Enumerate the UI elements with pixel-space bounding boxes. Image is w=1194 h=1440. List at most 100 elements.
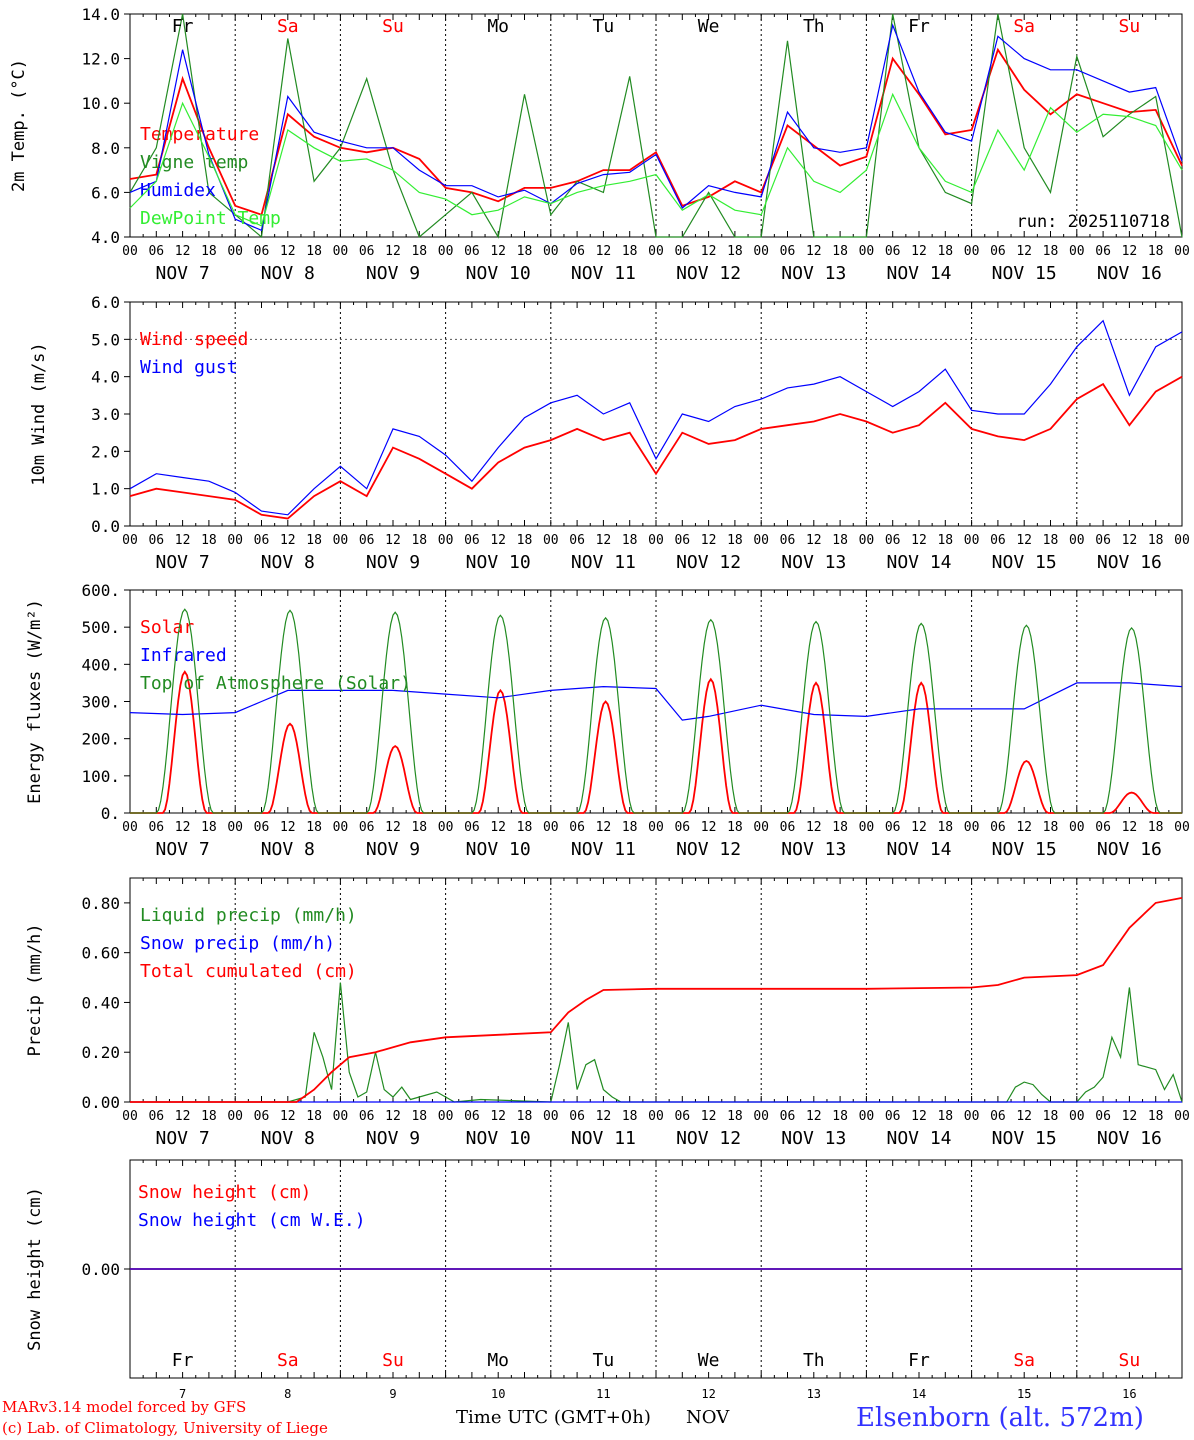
hour-tick-label: 06 — [674, 1109, 690, 1124]
hour-tick-label: 18 — [306, 820, 322, 835]
hour-tick-label: 18 — [727, 244, 743, 259]
series-line-vigne-temp — [129, 13, 1183, 239]
hour-tick-label: 00 — [122, 244, 138, 259]
date-label: NOV 13 — [781, 1128, 846, 1149]
hour-tick-label: 12 — [701, 244, 717, 259]
hour-tick-label: 12 — [911, 533, 927, 548]
hour-tick-label: 12 — [1016, 1109, 1032, 1124]
date-label: NOV 11 — [571, 839, 636, 860]
hour-tick-label: 06 — [990, 244, 1006, 259]
hour-tick-label: 18 — [1148, 533, 1164, 548]
legend-total-cumulated-cm-: Total cumulated (cm) — [140, 961, 357, 982]
weekday-label-top: Sa — [277, 16, 299, 37]
date-label: NOV 14 — [886, 552, 951, 573]
hour-tick-label: 00 — [648, 1109, 664, 1124]
series-line-humidex — [129, 23, 1183, 232]
hour-tick-label: 00 — [227, 1109, 243, 1124]
hour-tick-label: 06 — [148, 820, 164, 835]
legend-snow-height-cm-w-e-: Snow height (cm W.E.) — [138, 1210, 366, 1231]
y-tick-label: 2.0 — [91, 442, 120, 461]
y-tick-label: 5.0 — [91, 330, 120, 349]
hour-tick-label: 18 — [832, 1109, 848, 1124]
hour-tick-label: 12 — [175, 820, 191, 835]
hour-tick-label: 06 — [148, 244, 164, 259]
hour-tick-label: 12 — [385, 820, 401, 835]
hour-tick-label: 18 — [1043, 820, 1059, 835]
y-tick-label: 3.0 — [91, 405, 120, 424]
hour-tick-label: 12 — [806, 1109, 822, 1124]
weekday-label-top: Sa — [1013, 16, 1035, 37]
hour-tick-label: 12 — [701, 820, 717, 835]
hour-tick-label: 00 — [648, 820, 664, 835]
hour-tick-label: 06 — [885, 820, 901, 835]
hour-tick-label: 12 — [385, 533, 401, 548]
hour-tick-label: 12 — [911, 820, 927, 835]
date-label: NOV 8 — [261, 263, 315, 284]
hour-tick-label: 06 — [674, 820, 690, 835]
series-line-total-cumulated-cm- — [130, 897, 1183, 1103]
y-axis-label: 10m Wind (m/s) — [29, 342, 49, 485]
day-number-label: 9 — [389, 1387, 396, 1401]
series-line-infrared — [129, 682, 1183, 721]
hour-tick-label: 12 — [596, 820, 612, 835]
hour-tick-label: 18 — [411, 244, 427, 259]
hour-tick-label: 06 — [148, 533, 164, 548]
date-label: NOV 10 — [466, 839, 531, 860]
hour-tick-label: 06 — [1095, 1109, 1111, 1124]
hour-tick-label: 00 — [753, 1109, 769, 1124]
hour-tick-label: 06 — [990, 533, 1006, 548]
hour-tick-label: 06 — [569, 820, 585, 835]
lab-credit: (c) Lab. of Climatology, University of L… — [2, 1419, 328, 1437]
date-label: NOV 16 — [1097, 839, 1162, 860]
hour-tick-label: 06 — [359, 533, 375, 548]
hour-tick-label: 00 — [1069, 244, 1085, 259]
series-line-liquid-precip-mm-h- — [130, 982, 1183, 1103]
hour-tick-label: 00 — [1174, 244, 1190, 259]
hour-tick-label: 12 — [1016, 244, 1032, 259]
hour-tick-label: 00 — [333, 533, 349, 548]
hour-tick-label: 00 — [964, 244, 980, 259]
hour-tick-label: 12 — [806, 244, 822, 259]
hour-tick-label: 12 — [1016, 820, 1032, 835]
legend-humidex: Humidex — [140, 180, 216, 201]
hour-tick-label: 18 — [937, 244, 953, 259]
hour-tick-label: 00 — [227, 533, 243, 548]
weekday-label-top: Tu — [593, 16, 615, 37]
hour-tick-label: 00 — [964, 1109, 980, 1124]
date-label: NOV 8 — [261, 1128, 315, 1149]
date-label: NOV 15 — [992, 1128, 1057, 1149]
hour-tick-label: 18 — [727, 1109, 743, 1124]
hour-tick-label: 06 — [780, 533, 796, 548]
y-tick-label: 6.0 — [91, 293, 120, 312]
legend-vigne-temp: Vigne temp — [140, 152, 248, 173]
hour-tick-label: 06 — [464, 533, 480, 548]
hour-tick-label: 00 — [753, 244, 769, 259]
hour-tick-label: 06 — [990, 1109, 1006, 1124]
weekday-label-bottom: Mo — [487, 1350, 509, 1371]
hour-tick-label: 12 — [596, 244, 612, 259]
legend-snow-precip-mm-h-: Snow precip (mm/h) — [140, 933, 335, 954]
legend-snow-height-cm-: Snow height (cm) — [138, 1182, 311, 1203]
weekday-label-bottom: Fr — [172, 1350, 194, 1371]
date-label: NOV 12 — [676, 552, 741, 573]
day-number-label: 15 — [1017, 1387, 1031, 1401]
y-tick-label: 0.00 — [81, 1093, 120, 1112]
month-label: NOV — [686, 1407, 730, 1428]
hour-tick-label: 00 — [438, 533, 454, 548]
hour-tick-label: 00 — [122, 820, 138, 835]
hour-tick-label: 18 — [622, 820, 638, 835]
hour-tick-label: 00 — [648, 533, 664, 548]
day-number-label: 8 — [284, 1387, 291, 1401]
date-label: NOV 11 — [571, 263, 636, 284]
weekday-label-top: We — [698, 16, 720, 37]
hour-tick-label: 12 — [490, 1109, 506, 1124]
day-number-label: 7 — [179, 1387, 186, 1401]
date-label: NOV 8 — [261, 552, 315, 573]
hour-tick-label: 18 — [937, 820, 953, 835]
y-axis-label: 2m Temp. (°C) — [9, 59, 29, 192]
hour-tick-label: 00 — [333, 244, 349, 259]
date-label: NOV 9 — [366, 839, 420, 860]
weekday-label-top: Su — [382, 16, 404, 37]
hour-tick-label: 00 — [227, 244, 243, 259]
